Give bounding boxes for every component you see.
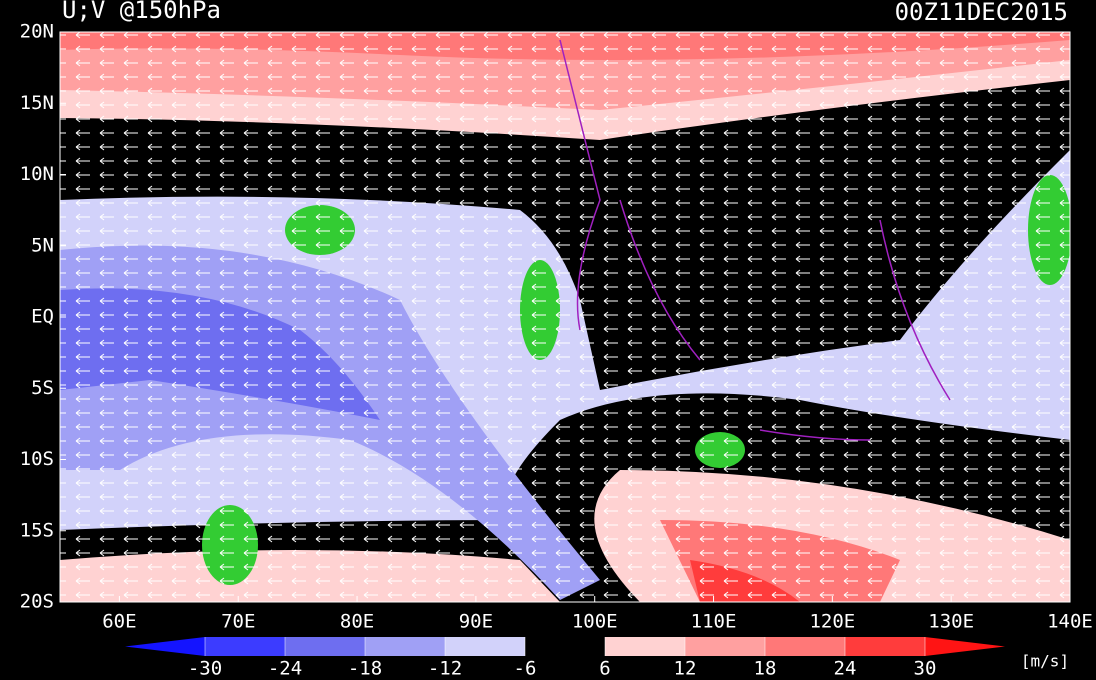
colorbar-extend-low <box>125 637 205 656</box>
colorbar-box <box>205 637 285 656</box>
lat-label: 15N <box>20 92 54 114</box>
lon-label: 90E <box>459 611 493 633</box>
colorbar-box <box>285 637 365 656</box>
colorbar-label: -30 <box>188 658 222 680</box>
colorbar-label: 24 <box>834 658 857 680</box>
colorbar-box <box>445 637 525 656</box>
lon-label: 60E <box>102 611 136 633</box>
colorbar-label: -12 <box>428 658 462 680</box>
colorbar-box <box>845 637 925 656</box>
lat-label: 10S <box>20 448 54 470</box>
lon-label: 80E <box>340 611 374 633</box>
colorbar-label: -6 <box>514 658 537 680</box>
lon-label: 140E <box>1047 611 1093 633</box>
colorbar-label: 12 <box>674 658 697 680</box>
colorbar-box <box>605 637 685 656</box>
title: U;V @150hPa <box>62 0 221 24</box>
lon-label: 70E <box>221 611 255 633</box>
colorbar-box <box>685 637 765 656</box>
date: 00Z11DEC2015 <box>895 0 1068 26</box>
colorbar-label: 18 <box>754 658 777 680</box>
lat-label: 5S <box>31 377 54 399</box>
unit: [m/s] <box>1021 652 1069 671</box>
lon-label: 130E <box>928 611 974 633</box>
colorbar-label: -18 <box>348 658 382 680</box>
colorbar-label: 30 <box>914 658 937 680</box>
colorbar-box <box>765 637 845 656</box>
lat-label: EQ <box>31 306 54 328</box>
lat-label: 20S <box>20 591 54 613</box>
lat-label: 10N <box>20 163 54 185</box>
lon-label: 100E <box>572 611 618 633</box>
lon-label: 120E <box>809 611 855 633</box>
wind-field <box>60 32 1070 602</box>
colorbar-box <box>365 637 445 656</box>
lon-label: 110E <box>691 611 737 633</box>
colorbar-label: -24 <box>268 658 302 680</box>
lat-label: 5N <box>31 234 54 256</box>
colorbar-label: 6 <box>599 658 610 680</box>
colorbar-extend-high <box>925 637 1005 656</box>
lat-label: 20N <box>20 21 54 43</box>
lat-label: 15S <box>20 519 54 541</box>
colorbar-box <box>525 637 605 656</box>
